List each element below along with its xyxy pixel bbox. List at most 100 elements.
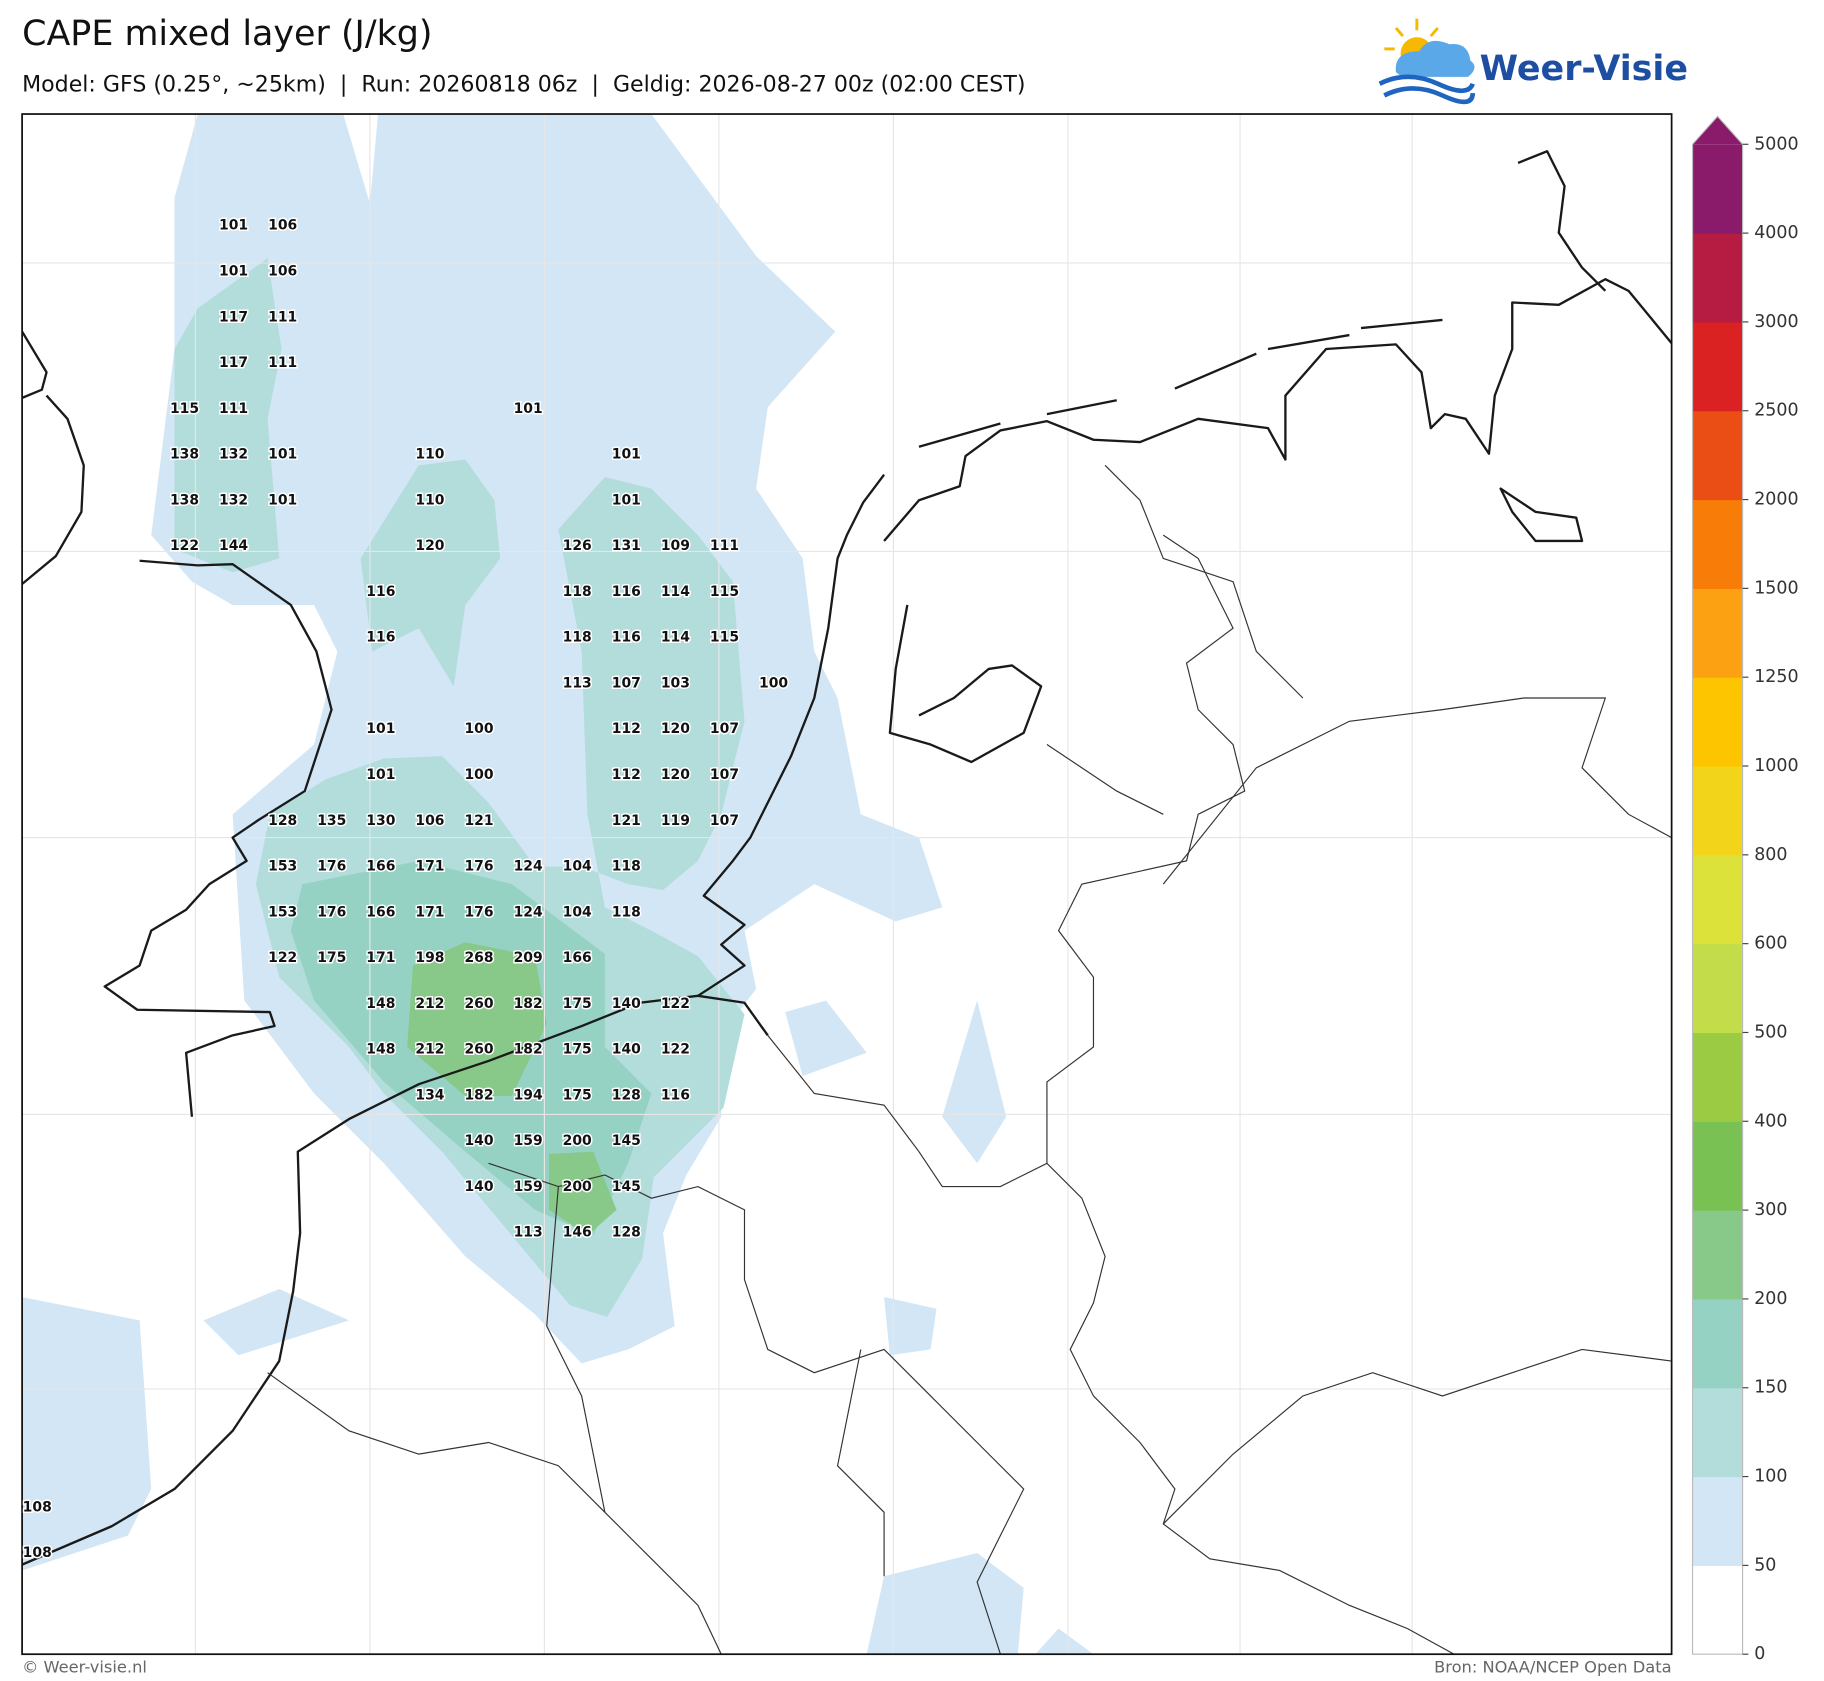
colorbar-tick-label: 0 [1754,1644,1765,1664]
value-label: 107 [612,675,641,691]
value-label: 113 [563,675,592,691]
colorbar-segment [1692,144,1743,234]
value-label: 130 [366,813,395,829]
value-label: 153 [268,859,297,875]
value-label: 159 [514,1133,543,1149]
value-label: 110 [415,492,444,508]
value-label: 114 [661,584,690,600]
value-label: 138 [170,492,199,508]
value-label: 107 [710,721,739,737]
value-label: 175 [563,996,592,1012]
value-label: 122 [661,1042,690,1058]
colorbar-tick-label: 150 [1754,1378,1787,1398]
value-label: 126 [563,538,592,554]
value-label: 134 [415,1087,444,1103]
value-label: 120 [661,721,690,737]
value-label: 111 [268,309,297,325]
value-label: 107 [710,813,739,829]
value-label: 103 [661,675,690,691]
value-label: 116 [661,1087,690,1103]
colorbar-segment [1692,1387,1743,1478]
footer-right: Bron: NOAA/NCEP Open Data [1434,1658,1672,1677]
value-label: 212 [415,996,444,1012]
colorbar-tick-label: 50 [1754,1555,1776,1575]
value-label: 171 [366,950,395,966]
value-label: 182 [464,1087,493,1103]
colorbar-tick-label: 2500 [1754,401,1798,421]
value-label: 101 [612,492,641,508]
colorbar-segment [1692,766,1743,856]
value-label: 166 [563,950,592,966]
value-label: 116 [366,584,395,600]
value-label: 100 [759,675,788,691]
colorbar-tick-label: 200 [1754,1289,1787,1309]
value-label: 106 [268,263,297,279]
colorbar-segment [1692,1476,1743,1566]
colorbar-segment [1692,1121,1743,1211]
value-label: 176 [317,904,346,920]
value-label: 101 [219,263,248,279]
value-label: 175 [563,1087,592,1103]
value-label: 111 [710,538,739,554]
value-label: 182 [514,996,543,1012]
value-label: 171 [415,859,444,875]
shade-50 [22,114,1094,1655]
value-label: 146 [563,1225,592,1241]
subtitle: Model: GFS (0.25°, ~25km) | Run: 2026081… [22,71,1025,97]
colorbar-tick-label: 1500 [1754,578,1798,598]
colorbar-segment [1692,1032,1743,1122]
value-label: 114 [661,630,690,646]
value-label: 112 [612,767,641,783]
title: CAPE mixed layer (J/kg) [22,14,432,54]
colorbar-tick-label: 400 [1754,1111,1787,1131]
value-label: 176 [464,859,493,875]
value-label: 132 [219,447,248,463]
value-label: 132 [219,492,248,508]
value-label: 110 [415,447,444,463]
value-label: 118 [612,904,641,920]
value-label: 148 [366,996,395,1012]
borders [267,464,1672,1655]
graticule [22,114,1672,1655]
colorbar-tick-label: 800 [1754,845,1787,865]
value-label: 176 [317,859,346,875]
value-label: 101 [612,447,641,463]
value-label: 171 [415,904,444,920]
footer-left: © Weer-visie.nl [22,1658,147,1677]
value-label: 200 [563,1179,592,1195]
value-label: 117 [219,309,248,325]
value-label: 122 [268,950,297,966]
map [22,114,1672,1655]
value-label: 175 [317,950,346,966]
value-label: 117 [219,355,248,371]
value-label: 101 [514,401,543,417]
value-label: 104 [563,859,592,875]
value-label: 104 [563,904,592,920]
value-label: 194 [514,1087,543,1103]
logo-text: Weer-Visie [1480,49,1688,89]
logo: Weer-Visie [1378,18,1688,105]
colorbar-extend [1692,116,1743,145]
value-label: 101 [366,721,395,737]
value-label: 145 [612,1179,641,1195]
value-label: 135 [317,813,346,829]
value-label: 140 [464,1179,493,1195]
value-label: 124 [514,904,543,920]
value-label: 101 [268,447,297,463]
colorbar-tick-label: 1000 [1754,756,1798,776]
value-label: 116 [612,584,641,600]
map-frame [21,113,1673,1656]
colorbar-tick-label: 4000 [1754,223,1798,243]
value-label: 140 [612,1042,641,1058]
value-label: 209 [514,950,543,966]
value-label: 100 [464,767,493,783]
value-label: 128 [612,1225,641,1241]
value-label: 166 [366,859,395,875]
value-label: 166 [366,904,395,920]
value-label: 182 [514,1042,543,1058]
value-label: 212 [415,1042,444,1058]
colorbar-segment [1692,854,1743,945]
value-label: 145 [612,1133,641,1149]
value-label: 138 [170,447,199,463]
value-label: 124 [514,859,543,875]
